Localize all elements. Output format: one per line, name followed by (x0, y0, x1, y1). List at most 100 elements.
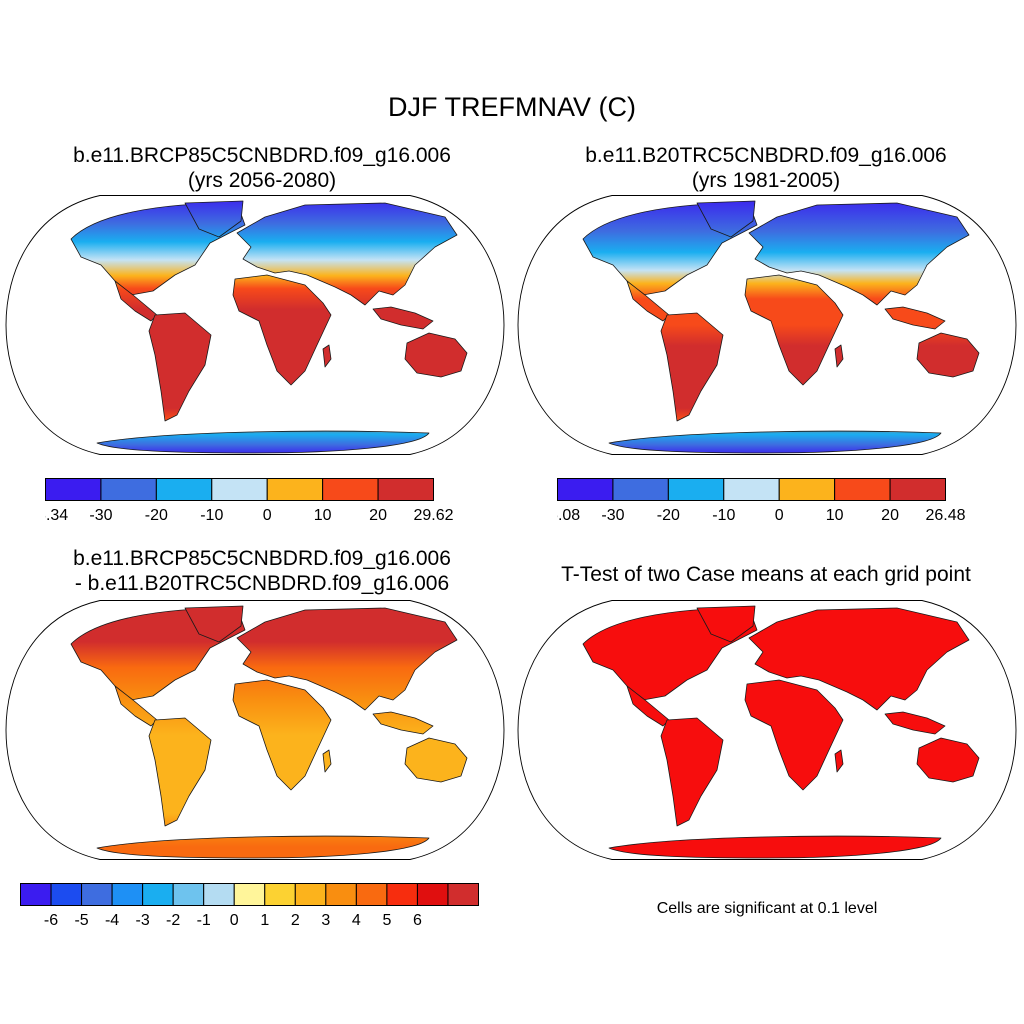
panel-title-ttest: T-Test of two Case means at each grid po… (516, 562, 1016, 587)
colorbar-case1-swatch (377, 478, 435, 501)
colorbar-case2-swatch (778, 478, 836, 501)
colorbar-case2-tick-label: 10 (826, 507, 844, 524)
map-difference-map-frame (5, 600, 505, 860)
colorbar-difference-tick-label: 3 (321, 912, 330, 929)
map-ttest-south-america (660, 717, 724, 827)
map-case2-australia (916, 332, 980, 378)
map-difference-greenland (184, 605, 244, 643)
map-difference-southeast-asia (372, 711, 434, 735)
colorbar-case2-swatch (667, 478, 725, 501)
panel-title-case2-line1: b.e11.B20TRC5CNBDRD.f09_g16.006 (585, 144, 947, 167)
panel-title-difference: b.e11.BRCP85C5CNBDRD.f09_g16.006 - b.e11… (12, 546, 512, 596)
colorbar-case1-tick-label: -20 (145, 507, 168, 524)
colorbar-case2-swatch (834, 478, 891, 501)
colorbar-case1-tick-label: -10 (200, 507, 223, 524)
colorbar-difference-swatch (50, 883, 83, 906)
colorbar-case2-swatch (723, 478, 780, 501)
panel-title-difference-line2: - b.e11.B20TRC5CNBDRD.f09_g16.006 (74, 572, 450, 595)
colorbar-case2-tick-label: -10 (712, 507, 735, 524)
map-case1-eurasia (236, 202, 458, 306)
panel-title-case2-line2: (yrs 1981-2005) (691, 169, 841, 192)
panel-title-case1: b.e11.BRCP85C5CNBDRD.f09_g16.006 (yrs 20… (12, 143, 512, 193)
map-case1 (5, 195, 505, 455)
colorbar-case2-tick-label: 20 (881, 507, 899, 524)
significance-note: Cells are significant at 0.1 level (656, 900, 878, 917)
colorbar-case2: -46.08 -30 -20 -10 0 10 20 26.48 (557, 478, 966, 524)
colorbar-case2-tick-label: -20 (657, 507, 680, 524)
colorbar-case2-swatch (612, 478, 669, 501)
colorbar-case1-tick-label: -30 (89, 507, 112, 524)
map-ttest-australia (916, 737, 980, 783)
map-ttest-southeast-asia (884, 711, 946, 735)
colorbar-difference-tick-label: 0 (230, 912, 239, 929)
map-difference-africa (232, 679, 332, 791)
map-case1-africa (232, 274, 332, 386)
map-ttest-map-frame (517, 600, 1017, 860)
panel-title-ttest-line1: T-Test of two Case means at each grid po… (561, 563, 971, 586)
colorbar-difference-swatch (416, 883, 449, 906)
colorbar-difference-swatch (111, 883, 144, 906)
map-case2 (517, 195, 1017, 455)
map-difference-eurasia (236, 607, 458, 711)
colorbar-difference-swatch (81, 883, 113, 906)
colorbar-difference-tick-label: 2 (291, 912, 300, 929)
colorbar-difference: -6 -5 -4 -3 -2 -1 0 1 2 3 4 5 6 (20, 883, 480, 929)
map-ttest (517, 600, 1017, 860)
map-difference-south-america (148, 717, 212, 827)
colorbar-case2-swatch (889, 478, 947, 501)
colorbar-difference-tick-label: 1 (260, 912, 269, 929)
colorbar-difference-swatch (142, 883, 174, 906)
colorbar-difference-swatch (355, 883, 388, 906)
colorbar-case1-swatch (45, 478, 102, 501)
colorbar-difference-tick-label: -1 (197, 912, 211, 929)
colorbar-difference-swatch (203, 883, 235, 906)
colorbar-difference-swatch (20, 883, 52, 906)
colorbar-difference-swatch (294, 883, 327, 906)
map-case2-southeast-asia (884, 306, 946, 330)
map-case1-madagascar (322, 344, 332, 368)
colorbar-difference-tick-label: -6 (44, 912, 58, 929)
colorbar-case1-tick-label: 20 (369, 507, 387, 524)
map-difference-australia (404, 737, 468, 783)
panel-title-case2: b.e11.B20TRC5CNBDRD.f09_g16.006 (yrs 198… (516, 143, 1016, 193)
panel-title-case1-line2: (yrs 2056-2080) (187, 169, 337, 192)
colorbar-case1-swatch (155, 478, 213, 501)
map-difference-antarctica (96, 835, 430, 859)
colorbar-case1: -38.34 -30 -20 -10 0 10 20 29.62 (45, 478, 454, 524)
colorbar-case2-swatch (557, 478, 614, 501)
map-case1-southeast-asia (372, 306, 434, 330)
colorbar-case1-swatch (322, 478, 379, 501)
map-difference-madagascar (322, 749, 332, 773)
map-case2-greenland (696, 200, 756, 238)
colorbar-difference-tick-label: 4 (352, 912, 361, 929)
map-case2-map-frame (517, 195, 1017, 455)
colorbar-difference-tick-label: -5 (74, 912, 88, 929)
colorbar-case1-swatch (211, 478, 268, 501)
colorbar-case1-swatch (266, 478, 324, 501)
map-case2-south-america (660, 312, 724, 422)
map-case2-madagascar (834, 344, 844, 368)
colorbar-case2-tick-label: 26.48 (925, 507, 965, 524)
map-ttest-africa (744, 679, 844, 791)
colorbar-case1-tick-label: 29.62 (413, 507, 453, 524)
colorbar-difference-swatch (325, 883, 357, 906)
map-case2-eurasia (748, 202, 970, 306)
colorbar-difference-tick-label: -2 (166, 912, 180, 929)
map-case1-map-frame (5, 195, 505, 455)
map-ttest-greenland (696, 605, 756, 643)
map-case1-south-america (148, 312, 212, 422)
colorbar-difference-swatch (172, 883, 205, 906)
map-difference (5, 600, 505, 860)
colorbar-case1-tick-label: -38.34 (45, 507, 68, 524)
panel-title-difference-line1: b.e11.BRCP85C5CNBDRD.f09_g16.006 (73, 547, 451, 570)
map-case2-antarctica (608, 430, 942, 454)
map-ttest-eurasia (748, 607, 970, 711)
colorbar-case2-tick-label: 0 (775, 507, 784, 524)
colorbar-case1-tick-label: 0 (263, 507, 272, 524)
colorbar-difference-tick-label: 6 (413, 912, 422, 929)
colorbar-case1-swatch (100, 478, 157, 501)
map-ttest-antarctica (608, 835, 942, 859)
colorbar-difference-swatch (447, 883, 480, 906)
map-case1-antarctica (96, 430, 430, 454)
map-case1-greenland (184, 200, 244, 238)
